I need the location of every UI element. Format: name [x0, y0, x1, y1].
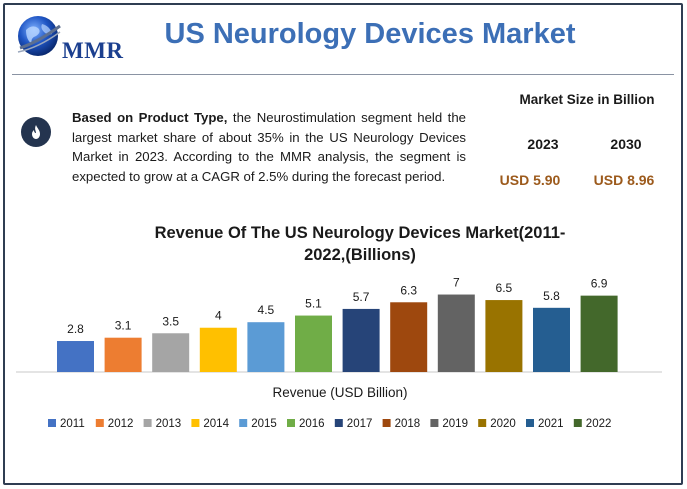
- data-label-2021: 5.8: [543, 289, 560, 303]
- mmr-logo: MMR: [12, 12, 130, 68]
- legend-swatch-2013: [143, 419, 152, 427]
- header-divider: [12, 74, 674, 75]
- legend-label-2015: 2015: [251, 418, 277, 430]
- legend-swatch-2019: [430, 419, 439, 427]
- legend-swatch-2012: [95, 419, 104, 427]
- market-size-year-2023: 2023: [527, 136, 559, 152]
- info-lead: Based on Product Type,: [72, 110, 228, 125]
- market-size-year-2030: 2030: [610, 136, 642, 152]
- data-label-2020: 6.5: [496, 281, 513, 295]
- legend-label-2017: 2017: [347, 418, 373, 430]
- data-label-2022: 6.9: [591, 277, 608, 291]
- legend-swatch-2018: [382, 419, 391, 427]
- data-label-2017: 5.7: [353, 290, 370, 304]
- bar-2019: [437, 294, 475, 372]
- bar-2017: [342, 308, 380, 372]
- info-paragraph: Based on Product Type, the Neurostimulat…: [72, 108, 466, 186]
- market-size-value-2030: USD 8.96: [593, 172, 655, 188]
- bar-2016: [295, 315, 332, 372]
- legend-label-2021: 2021: [538, 418, 564, 430]
- data-label-2019: 7: [453, 276, 460, 290]
- legend-label-2011: 2011: [60, 418, 85, 430]
- globe-icon: [17, 16, 61, 56]
- legend-swatch-2021: [526, 419, 534, 427]
- chart-title: Revenue Of The US Neurology Devices Mark…: [154, 224, 566, 264]
- bar-2018: [390, 302, 428, 372]
- legend-label-2016: 2016: [299, 418, 325, 430]
- legend-swatch-2016: [287, 419, 295, 427]
- bar-2012: [104, 337, 142, 372]
- legend-label-2012: 2012: [108, 418, 134, 430]
- legend-swatch-2022: [573, 419, 582, 427]
- legend-label-2018: 2018: [395, 418, 421, 430]
- flame-icon: [21, 117, 51, 147]
- data-label-2012: 3.1: [115, 319, 132, 333]
- legend-swatch-2017: [334, 419, 343, 427]
- legend-label-2022: 2022: [586, 418, 612, 430]
- bar-2020: [485, 300, 523, 372]
- data-label-2015: 4.5: [258, 303, 275, 317]
- data-label-2013: 3.5: [162, 314, 179, 328]
- data-label-2011: 2.8: [67, 322, 84, 336]
- legend-swatch-2011: [48, 419, 56, 427]
- legend-label-2013: 2013: [156, 418, 182, 430]
- legend-swatch-2015: [239, 419, 248, 427]
- bar-2013: [152, 333, 190, 372]
- legend-swatch-2020: [478, 419, 487, 427]
- bar-2015: [247, 322, 285, 372]
- page-title: US Neurology Devices Market: [164, 18, 576, 50]
- logo-text: MMR: [62, 38, 124, 63]
- legend-swatch-2014: [191, 419, 200, 427]
- page-frame: [3, 3, 683, 485]
- bar-2022: [580, 295, 618, 372]
- legend-label-2014: 2014: [203, 418, 229, 430]
- legend-label-2019: 2019: [442, 418, 468, 430]
- market-size-title: Market Size in Billion: [519, 92, 655, 107]
- data-label-2016: 5.1: [305, 297, 322, 311]
- market-size-value-2023: USD 5.90: [499, 172, 561, 188]
- data-label-2014: 4: [215, 309, 222, 323]
- data-label-2018: 6.3: [400, 283, 417, 297]
- info-body: the Neurostimulation segment held the la…: [72, 110, 466, 184]
- x-axis-label: Revenue (USD Billion): [272, 385, 408, 400]
- bar-2011: [57, 341, 94, 372]
- bar-2021: [533, 307, 570, 372]
- bar-2014: [199, 327, 237, 372]
- legend-label-2020: 2020: [490, 418, 516, 430]
